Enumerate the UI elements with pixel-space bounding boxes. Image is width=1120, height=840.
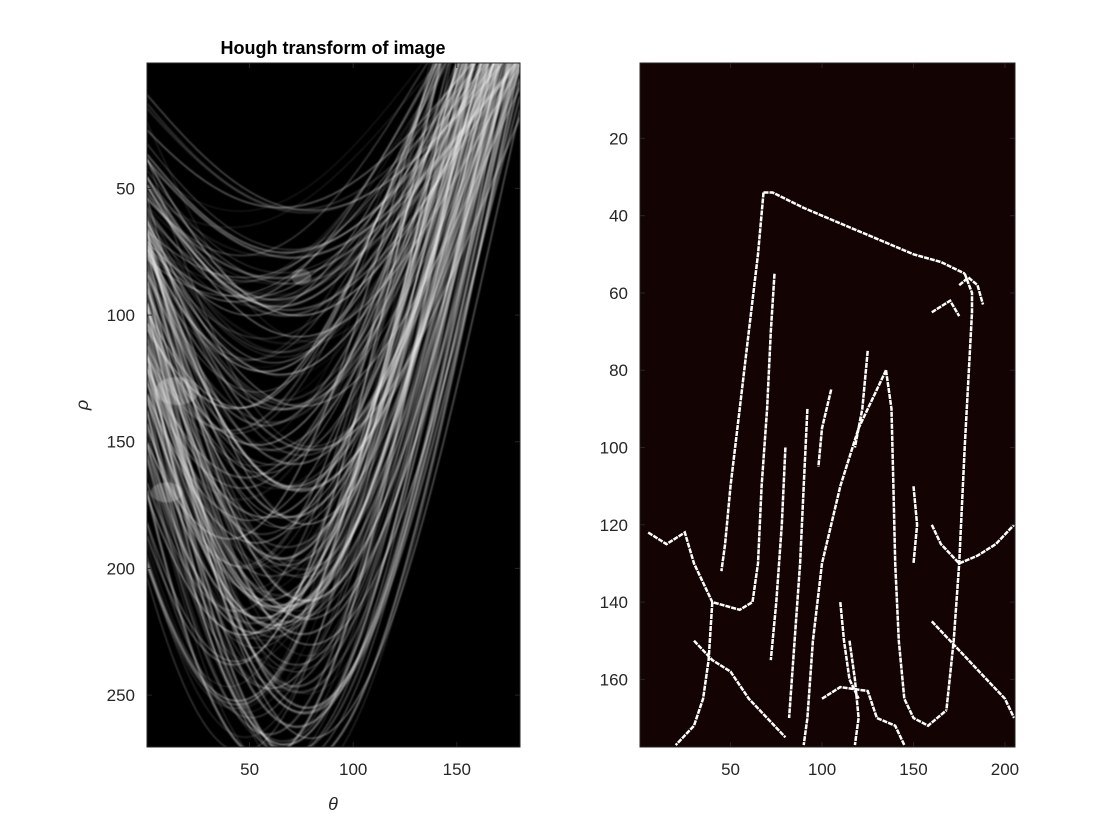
hough-y-label: ρ — [72, 400, 92, 411]
hough-curve — [147, 63, 472, 308]
hough-curve — [147, 63, 452, 747]
edge-segment — [763, 191, 966, 275]
hough-curves — [147, 63, 520, 747]
hough-y-tick-label: 100 — [107, 306, 135, 325]
hough-curve — [147, 63, 442, 666]
hough-curve — [147, 63, 446, 317]
hough-x-tick-label: 150 — [443, 760, 471, 779]
hough-curve — [147, 63, 468, 636]
hough-x-tick-label: 50 — [240, 760, 259, 779]
edge-y-tick-label: 100 — [600, 439, 628, 458]
hough-curve — [147, 63, 512, 466]
edge-segment — [930, 523, 1015, 565]
edge-segment — [693, 639, 787, 739]
edge-segment — [802, 369, 888, 746]
edge-segment — [769, 447, 787, 661]
edge-segment — [839, 601, 860, 700]
edge-image-axes: 50 100 150 200 20 40 60 80 100 120 140 160 — [600, 62, 1019, 779]
edge-segment — [848, 640, 860, 746]
hough-curve — [147, 63, 450, 284]
hough-curve — [147, 63, 510, 623]
hough-curve — [147, 63, 468, 642]
hough-curve — [147, 63, 459, 706]
hough-curve — [147, 63, 503, 343]
edge-lines — [647, 191, 1015, 746]
hough-peak — [150, 482, 183, 503]
hough-curve — [147, 63, 480, 519]
edge-segment — [817, 389, 833, 467]
edge-y-ticks: 20 40 60 80 100 120 140 160 — [600, 129, 1015, 689]
hough-curve — [147, 63, 460, 368]
hough-curve — [147, 63, 487, 519]
hough-curve — [147, 63, 439, 228]
hough-title: Hough transform of image — [220, 38, 445, 58]
edge-y-tick-label: 40 — [609, 207, 628, 226]
hough-x-ticks: 50 100 150 — [240, 63, 471, 779]
hough-curve — [147, 63, 485, 402]
edge-x-tick-label: 150 — [899, 760, 927, 779]
edge-y-tick-label: 20 — [609, 129, 628, 148]
hough-curve — [147, 63, 439, 283]
edge-y-tick-label: 160 — [600, 670, 628, 689]
edge-segment — [945, 273, 974, 711]
hough-y-tick-label: 250 — [107, 686, 135, 705]
edge-y-tick-label: 120 — [600, 516, 628, 535]
edge-segment — [647, 273, 776, 612]
edge-y-tick-label: 80 — [609, 361, 628, 380]
edge-axes-frame — [639, 62, 1016, 748]
edge-x-tick-label: 100 — [808, 760, 836, 779]
edge-x-ticks: 50 100 150 200 — [721, 63, 1019, 779]
hough-curve — [147, 63, 423, 212]
edge-x-tick-label: 200 — [991, 760, 1019, 779]
hough-peak — [155, 377, 200, 406]
hough-y-ticks: 50 100 150 200 250 — [107, 179, 520, 705]
hough-curve — [147, 69, 520, 297]
hough-curve — [147, 63, 509, 747]
hough-curve — [147, 63, 457, 393]
hough-curve — [147, 63, 511, 602]
hough-curve — [147, 63, 520, 747]
hough-curve — [147, 63, 434, 540]
hough-y-tick-label: 150 — [107, 433, 135, 452]
hough-curve — [147, 63, 473, 639]
hough-curve — [147, 63, 490, 630]
edge-segment — [720, 192, 765, 572]
hough-curve — [147, 63, 437, 303]
edge-segment — [931, 298, 961, 317]
hough-peak — [291, 269, 312, 286]
edge-segment — [821, 685, 906, 746]
hough-curve — [147, 63, 447, 297]
hough-x-tick-label: 100 — [339, 760, 367, 779]
hough-curve — [147, 63, 517, 311]
hough-y-tick-label: 200 — [107, 559, 135, 578]
edge-segment — [884, 370, 948, 728]
hough-curve — [147, 63, 442, 410]
hough-curve — [147, 63, 438, 362]
hough-axes-frame — [146, 62, 521, 748]
edge-segment — [912, 486, 919, 564]
hough-curve — [147, 63, 520, 747]
hough-y-tick-label: 50 — [116, 179, 135, 198]
hough-curve — [147, 63, 508, 694]
edge-segment — [930, 620, 1015, 719]
hough-curve — [147, 63, 464, 634]
edge-segment — [853, 350, 869, 448]
edge-segment — [787, 408, 809, 719]
hough-x-label: θ — [328, 794, 338, 814]
hough-curve — [147, 63, 431, 688]
hough-curve — [147, 63, 457, 662]
hough-curve — [147, 63, 464, 501]
edge-segment — [958, 275, 985, 305]
hough-axes: 50 100 150 50 100 150 200 250 Hough transform … — [72, 38, 521, 814]
edge-segment — [674, 602, 714, 746]
edge-x-tick-label: 50 — [721, 760, 740, 779]
hough-curve — [147, 63, 438, 709]
edge-y-tick-label: 140 — [600, 593, 628, 612]
edge-y-tick-label: 60 — [609, 284, 628, 303]
hough-curve — [147, 63, 490, 274]
hough-curve — [147, 63, 474, 736]
